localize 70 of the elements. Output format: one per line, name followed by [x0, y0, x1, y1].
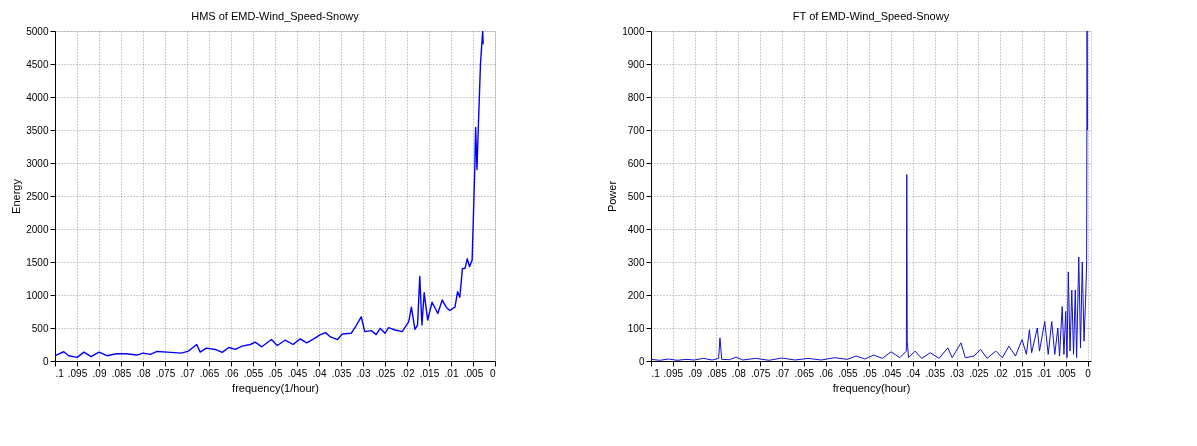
- x-tick-label: .05: [268, 367, 283, 379]
- y-tick-label: 0: [638, 355, 645, 367]
- y-tick-label: 700: [627, 124, 645, 136]
- y-tick-label: 1500: [26, 256, 49, 268]
- x-tick-label: .01: [444, 367, 459, 379]
- y-tick-label: 300: [627, 256, 645, 268]
- x-tick-label: .055: [838, 367, 859, 379]
- x-tick-label: .055: [243, 367, 264, 379]
- x-tick-label: .01: [1037, 367, 1052, 379]
- y-tick-label: 4000: [26, 91, 49, 103]
- y-tick-label: 0: [42, 355, 49, 367]
- x-tick-label: .085: [111, 367, 132, 379]
- x-tick-label: .035: [331, 367, 352, 379]
- y-tick-label: 2500: [26, 190, 49, 202]
- y-axis-title: Power: [606, 180, 619, 213]
- x-tick-label: .08: [136, 367, 151, 379]
- y-tick-label: 1000: [26, 289, 49, 301]
- x-tick-label: 0: [489, 367, 496, 379]
- x-tick-label: .035: [925, 367, 946, 379]
- x-tick-label: .1: [651, 367, 661, 379]
- x-tick-label: .05: [862, 367, 878, 379]
- y-tick-label: 500: [31, 322, 49, 334]
- y-tick-label: 4500: [26, 58, 49, 70]
- y-tick-label: 800: [627, 91, 645, 103]
- x-tick-label: .045: [287, 367, 308, 379]
- x-tick-label: .045: [881, 367, 902, 379]
- y-tick-label: 500: [627, 190, 645, 202]
- x-tick-label: .02: [400, 367, 415, 379]
- chart-title: HMS of EMD-Wind_Speed-Snowy: [191, 10, 360, 22]
- y-axis-title: Energy: [10, 178, 23, 214]
- x-tick-label: .025: [375, 367, 396, 379]
- x-tick-label: .02: [993, 367, 1009, 379]
- x-tick-label: .07: [180, 367, 195, 379]
- x-tick-label: .025: [969, 367, 990, 379]
- y-tick-label: 3000: [26, 157, 49, 169]
- x-tick-label: .04: [312, 367, 327, 379]
- y-tick-label: 400: [627, 223, 645, 235]
- y-tick-label: 100: [627, 322, 645, 334]
- x-tick-label: .1: [55, 367, 65, 379]
- x-tick-label: .09: [688, 367, 703, 379]
- x-tick-label: .005: [1056, 367, 1077, 379]
- y-tick-label: 2000: [26, 223, 49, 235]
- x-tick-label: .03: [356, 367, 371, 379]
- y-tick-label: 5000: [26, 25, 49, 37]
- x-tick-label: .005: [463, 367, 484, 379]
- x-tick-label: .08: [731, 367, 747, 379]
- x-tick-label: .065: [199, 367, 220, 379]
- x-axis-title: frequency(1/hour): [232, 381, 319, 394]
- x-tick-label: .06: [819, 367, 834, 379]
- x-tick-label: .06: [224, 367, 239, 379]
- x-tick-label: .09: [92, 367, 107, 379]
- y-tick-label: 1000: [622, 25, 645, 37]
- x-tick-label: .075: [155, 367, 176, 379]
- x-tick-label: .07: [775, 367, 790, 379]
- x-tick-label: .04: [906, 367, 921, 379]
- x-tick-label: 0: [1085, 367, 1092, 379]
- y-tick-label: 900: [627, 58, 645, 70]
- y-tick-label: 600: [627, 157, 645, 169]
- x-tick-label: .075: [750, 367, 771, 379]
- x-tick-label: .015: [419, 367, 440, 379]
- x-tick-label: .085: [707, 367, 728, 379]
- y-tick-label: 3500: [26, 124, 49, 136]
- x-tick-label: .095: [67, 367, 88, 379]
- x-tick-label: .095: [663, 367, 684, 379]
- chart-title: FT of EMD-Wind_Speed-Snowy: [792, 10, 950, 22]
- x-tick-label: .015: [1012, 367, 1033, 379]
- y-tick-label: 200: [627, 289, 645, 301]
- x-tick-label: .065: [794, 367, 815, 379]
- x-axis-title: frequency(hour): [832, 381, 911, 394]
- x-tick-label: .03: [950, 367, 965, 379]
